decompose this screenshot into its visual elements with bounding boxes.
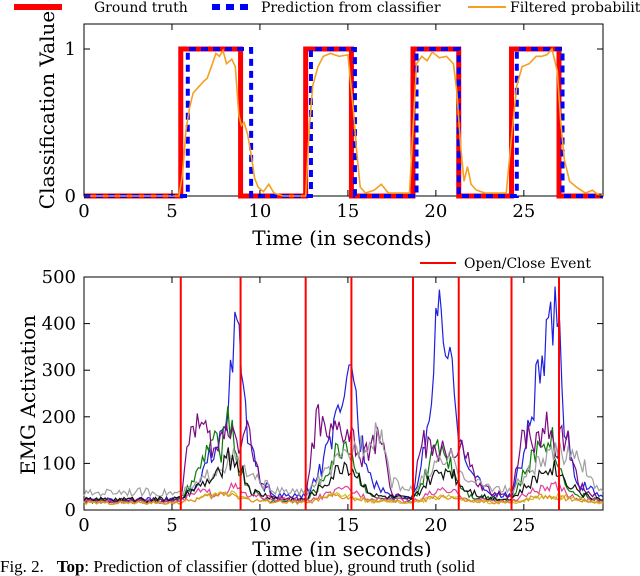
top-x-tick-label: 0	[78, 201, 89, 222]
bottom-y-tick-label: 100	[42, 453, 76, 474]
bottom-series-group	[83, 286, 604, 506]
caption-rest: : Prediction of classifier (dotted blue)…	[84, 557, 475, 576]
bottom-y-tick-label: 0	[65, 500, 76, 521]
legend-label-ground-truth: Ground truth	[94, 0, 188, 16]
bottom-x-tick-label: 20	[424, 515, 447, 536]
top-x-axis-label: Time (in seconds)	[252, 226, 431, 250]
bottom-y-axis-label: EMG Activation	[16, 315, 40, 475]
top-y-axis-label: Classification Value	[35, 11, 59, 209]
caption-fig: Fig. 2.	[0, 557, 44, 576]
bottom-x-tick-label: 10	[248, 515, 271, 536]
bottom-y-tick-label: 500	[42, 267, 76, 288]
top-legend: Ground truth Prediction from classifier …	[14, 0, 640, 16]
emg-series-black	[83, 447, 604, 503]
bottom-y-tick-label: 300	[42, 360, 76, 381]
emg-series-purple	[83, 404, 604, 504]
bottom-y-tick-label: 400	[42, 314, 76, 335]
top-y-tick-label: 0	[65, 186, 76, 207]
bottom-y-tick-label: 200	[42, 407, 76, 428]
legend-label-prediction: Prediction from classifier	[261, 0, 441, 16]
bottom-legend: Open/Close Event	[420, 256, 591, 272]
emg-series-orange	[83, 492, 604, 505]
bottom-x-tick-label: 25	[512, 515, 535, 536]
top-x-tick-label: 5	[166, 201, 177, 222]
caption-bold: Top	[56, 557, 85, 576]
figure-caption: Fig. 2. Top: Prediction of classifier (d…	[0, 557, 640, 576]
bottom-x-tick-label: 15	[336, 515, 359, 536]
top-panel: 0 5 10 15 20 25 0 1 Time (in seconds) Classific…	[35, 11, 604, 250]
top-y-tick-label: 1	[65, 39, 76, 60]
bottom-plot-frame	[83, 276, 604, 511]
top-series-group	[84, 46, 604, 199]
figure-canvas: 0 5 10 15 20 25 0 1 Time (in seconds) Classific…	[14, 0, 640, 557]
top-x-tick-label: 25	[512, 201, 535, 222]
bottom-panel: 0 5 10 15 20 25 0 100 200 300 400 500 Time (in seco…	[16, 256, 604, 557]
bottom-x-tick-label: 5	[166, 515, 177, 536]
top-x-tick-label: 20	[424, 201, 447, 222]
bottom-x-axis-label: Time (in seconds)	[252, 537, 431, 557]
series-prediction	[84, 47, 603, 198]
top-x-tick-label: 10	[248, 201, 271, 222]
emg-series-gray	[83, 422, 604, 498]
series-filtered-probability	[84, 47, 604, 197]
bottom-x-tick-label: 0	[78, 515, 89, 536]
legend-label-event: Open/Close Event	[464, 256, 591, 272]
bottom-ticks-group: 0 5 10 15 20 25 0 100 200 300 400 500	[42, 267, 603, 536]
top-ticks-group: 0 5 10 15 20 25 0 1	[65, 24, 603, 222]
top-x-tick-label: 15	[336, 201, 359, 222]
bottom-events-group	[179, 277, 561, 510]
legend-label-filtered: Filtered probability	[510, 0, 640, 16]
